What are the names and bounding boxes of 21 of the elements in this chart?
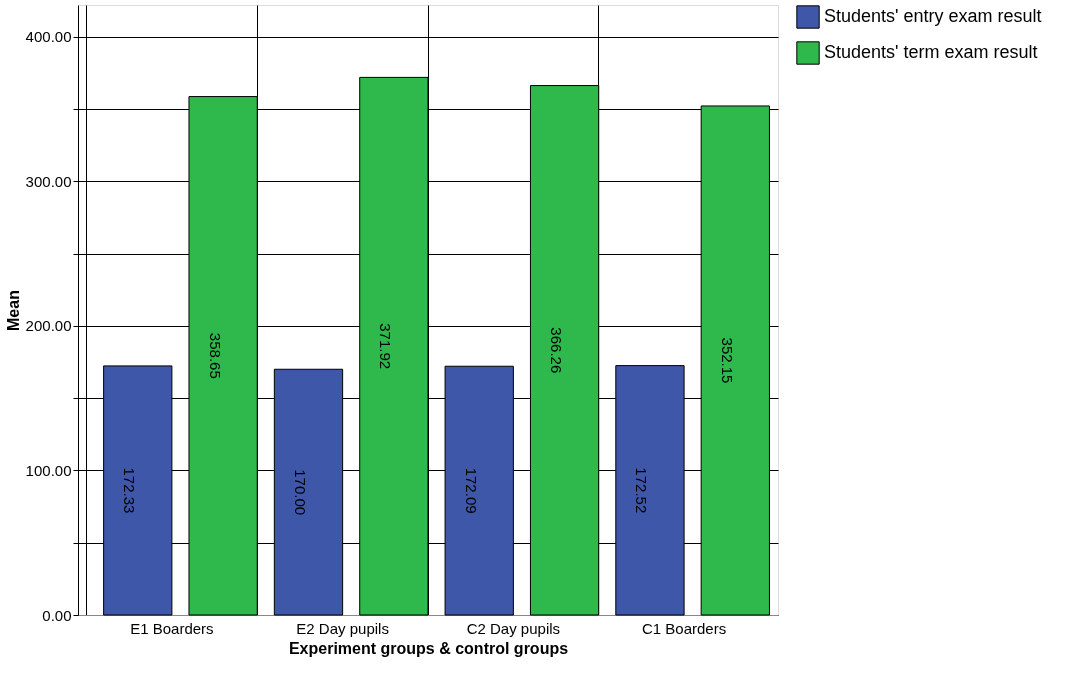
data-label: 172.09 xyxy=(462,467,480,514)
legend-label: Students' entry exam result xyxy=(824,6,1042,26)
x-tick-label: E2 Day pupils xyxy=(296,619,389,637)
y-axis-title: Mean xyxy=(4,290,22,331)
x-tick-label: C2 Day pupils xyxy=(466,619,561,637)
y-tick-label: 300.00 xyxy=(25,172,72,190)
data-label: 172.33 xyxy=(121,467,139,514)
data-label: 358.65 xyxy=(206,332,224,379)
x-tick-label: C1 Boarders xyxy=(641,619,727,637)
data-label: 172.52 xyxy=(633,467,651,514)
data-label: 371.92 xyxy=(377,323,395,370)
y-tick-label: 200.00 xyxy=(25,317,72,335)
y-tick-label: 0.00 xyxy=(42,606,72,624)
data-label: 366.26 xyxy=(548,327,566,374)
data-label: 170.00 xyxy=(291,469,309,516)
y-tick-label: 400.00 xyxy=(25,28,72,46)
x-axis-title: Experiment groups & control groups xyxy=(288,639,569,657)
data-label: 352.15 xyxy=(718,337,736,384)
x-tick-label: E1 Boarders xyxy=(130,619,214,637)
legend-label: Students' term exam result xyxy=(824,42,1038,62)
y-tick-label: 100.00 xyxy=(25,461,72,479)
